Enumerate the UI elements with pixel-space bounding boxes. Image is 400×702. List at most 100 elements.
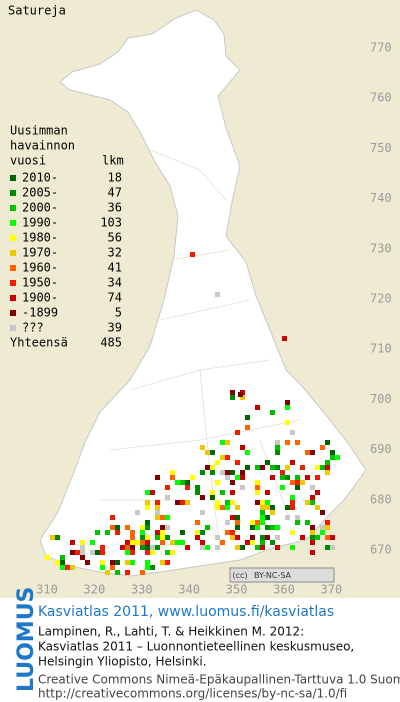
occurrence-square xyxy=(290,480,295,485)
x-grid-label: 370 xyxy=(321,583,343,597)
occurrence-squares xyxy=(45,252,340,575)
occurrence-square xyxy=(270,465,275,470)
legend-swatch xyxy=(10,190,16,196)
occurrence-square xyxy=(155,545,160,550)
occurrence-square xyxy=(275,535,280,540)
occurrence-square xyxy=(70,550,75,555)
occurrence-square xyxy=(310,495,315,500)
occurrence-square xyxy=(260,515,265,520)
occurrence-square xyxy=(235,430,240,435)
occurrence-square xyxy=(115,570,120,575)
occurrence-square xyxy=(145,550,150,555)
occurrence-square xyxy=(295,485,300,490)
occurrence-square xyxy=(295,480,300,485)
occurrence-square xyxy=(190,252,195,257)
occurrence-square xyxy=(320,465,325,470)
occurrence-square xyxy=(230,490,235,495)
occurrence-square xyxy=(165,515,170,520)
occurrence-square xyxy=(200,495,205,500)
occurrence-square xyxy=(185,545,190,550)
occurrence-square xyxy=(140,535,145,540)
occurrence-square xyxy=(195,520,200,525)
occurrence-square xyxy=(205,545,210,550)
occurrence-square xyxy=(310,485,315,490)
legend-label: ??? xyxy=(22,321,44,335)
headline[interactable]: Kasviatlas 2011, www.luomus.fi/kasviatla… xyxy=(38,604,334,620)
occurrence-square xyxy=(290,530,295,535)
occurrence-square xyxy=(80,550,85,555)
occurrence-square xyxy=(155,505,160,510)
occurrence-square xyxy=(225,520,230,525)
occurrence-square xyxy=(140,570,145,575)
occurrence-square xyxy=(210,450,215,455)
occurrence-square xyxy=(110,525,115,530)
occurrence-square xyxy=(255,405,260,410)
occurrence-square xyxy=(95,530,100,535)
occurrence-square xyxy=(245,540,250,545)
occurrence-square xyxy=(145,540,150,545)
occurrence-square xyxy=(200,510,205,515)
occurrence-square xyxy=(210,495,215,500)
occurrence-square xyxy=(255,485,260,490)
occurrence-square xyxy=(310,500,315,505)
legend-swatch xyxy=(10,280,16,286)
x-grid-label: 310 xyxy=(36,583,58,597)
occurrence-square xyxy=(170,470,175,475)
occurrence-square xyxy=(230,530,235,535)
occurrence-square xyxy=(310,550,315,555)
occurrence-square xyxy=(145,490,150,495)
occurrence-square xyxy=(320,530,325,535)
occurrence-square xyxy=(60,560,65,565)
occurrence-square xyxy=(200,530,205,535)
occurrence-square xyxy=(85,560,90,565)
occurrence-square xyxy=(125,540,130,545)
legend-label: 1900- xyxy=(22,291,58,305)
legend-swatch xyxy=(10,250,16,256)
occurrence-square xyxy=(320,525,325,530)
occurrence-square xyxy=(175,480,180,485)
occurrence-square xyxy=(145,560,150,565)
occurrence-square xyxy=(225,500,230,505)
license-link[interactable]: http://creativecommons.org/licenses/by-n… xyxy=(38,687,347,701)
occurrence-square xyxy=(255,465,260,470)
occurrence-square xyxy=(265,525,270,530)
occurrence-square xyxy=(240,485,245,490)
occurrence-square xyxy=(105,570,110,575)
occurrence-square xyxy=(145,520,150,525)
legend-column: vuosi xyxy=(10,154,46,168)
occurrence-square xyxy=(210,470,215,475)
y-grid-label: 690 xyxy=(370,442,392,456)
y-grid-label: 680 xyxy=(370,492,392,506)
occurrence-square xyxy=(230,390,235,395)
occurrence-square xyxy=(300,535,305,540)
occurrence-square xyxy=(260,505,265,510)
occurrence-square xyxy=(285,505,290,510)
occurrence-square xyxy=(310,450,315,455)
occurrence-square xyxy=(290,545,295,550)
occurrence-square xyxy=(180,540,185,545)
occurrence-square xyxy=(215,505,220,510)
occurrence-square xyxy=(130,545,135,550)
occurrence-square xyxy=(270,510,275,515)
occurrence-square xyxy=(250,520,255,525)
occurrence-square xyxy=(310,530,315,535)
occurrence-square xyxy=(325,525,330,530)
occurrence-square xyxy=(190,475,195,480)
occurrence-square xyxy=(290,505,295,510)
occurrence-square xyxy=(255,500,260,505)
y-grid-label: 670 xyxy=(370,543,392,557)
logo: LUOMUS xyxy=(14,587,39,692)
citation-line: Helsingin Yliopisto, Helsinki. xyxy=(38,655,207,669)
occurrence-square xyxy=(260,510,265,515)
occurrence-square xyxy=(130,530,135,535)
occurrence-square xyxy=(80,545,85,550)
legend-count: 41 xyxy=(108,261,122,275)
occurrence-square xyxy=(260,520,265,525)
occurrence-square xyxy=(225,475,230,480)
occurrence-square xyxy=(60,555,65,560)
occurrence-square xyxy=(215,535,220,540)
occurrence-square xyxy=(240,545,245,550)
occurrence-square xyxy=(285,515,290,520)
occurrence-square xyxy=(255,480,260,485)
